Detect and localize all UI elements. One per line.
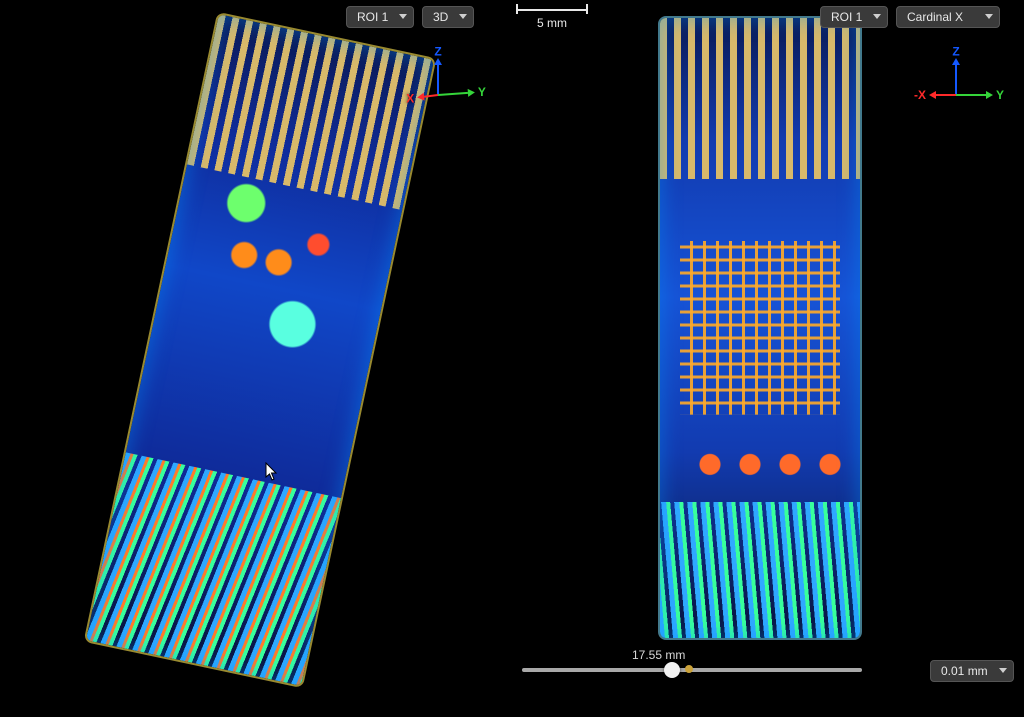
- chevron-down-icon: [873, 14, 881, 19]
- chevron-down-icon: [999, 668, 1007, 673]
- view-dropdown-left[interactable]: 3D: [422, 6, 474, 28]
- roi-dropdown-left[interactable]: ROI 1: [346, 6, 414, 28]
- chevron-down-icon: [985, 14, 993, 19]
- ct-scan-3d[interactable]: [86, 14, 434, 686]
- roi-dropdown-right-label: ROI 1: [831, 10, 862, 24]
- view-dropdown-right-label: Cardinal X: [907, 10, 963, 24]
- left-viewport[interactable]: [0, 0, 512, 717]
- slice-slider-thumb[interactable]: [664, 662, 680, 678]
- roi-dropdown-right[interactable]: ROI 1: [820, 6, 888, 28]
- scale-bar: 5 mm: [516, 4, 588, 30]
- slice-position-label: 17.55 mm: [632, 648, 685, 662]
- slice-slider-marker: [685, 665, 693, 673]
- ct-scan-slice[interactable]: [660, 18, 860, 638]
- slice-step-label: 0.01 mm: [941, 664, 988, 678]
- scale-bar-label: 5 mm: [516, 16, 588, 30]
- chevron-down-icon: [459, 14, 467, 19]
- view-dropdown-left-label: 3D: [433, 10, 448, 24]
- right-viewport[interactable]: [512, 0, 1024, 717]
- slice-slider[interactable]: [522, 668, 862, 672]
- roi-dropdown-left-label: ROI 1: [357, 10, 388, 24]
- chevron-down-icon: [399, 14, 407, 19]
- view-dropdown-right[interactable]: Cardinal X: [896, 6, 1000, 28]
- slice-step-dropdown[interactable]: 0.01 mm: [930, 660, 1014, 682]
